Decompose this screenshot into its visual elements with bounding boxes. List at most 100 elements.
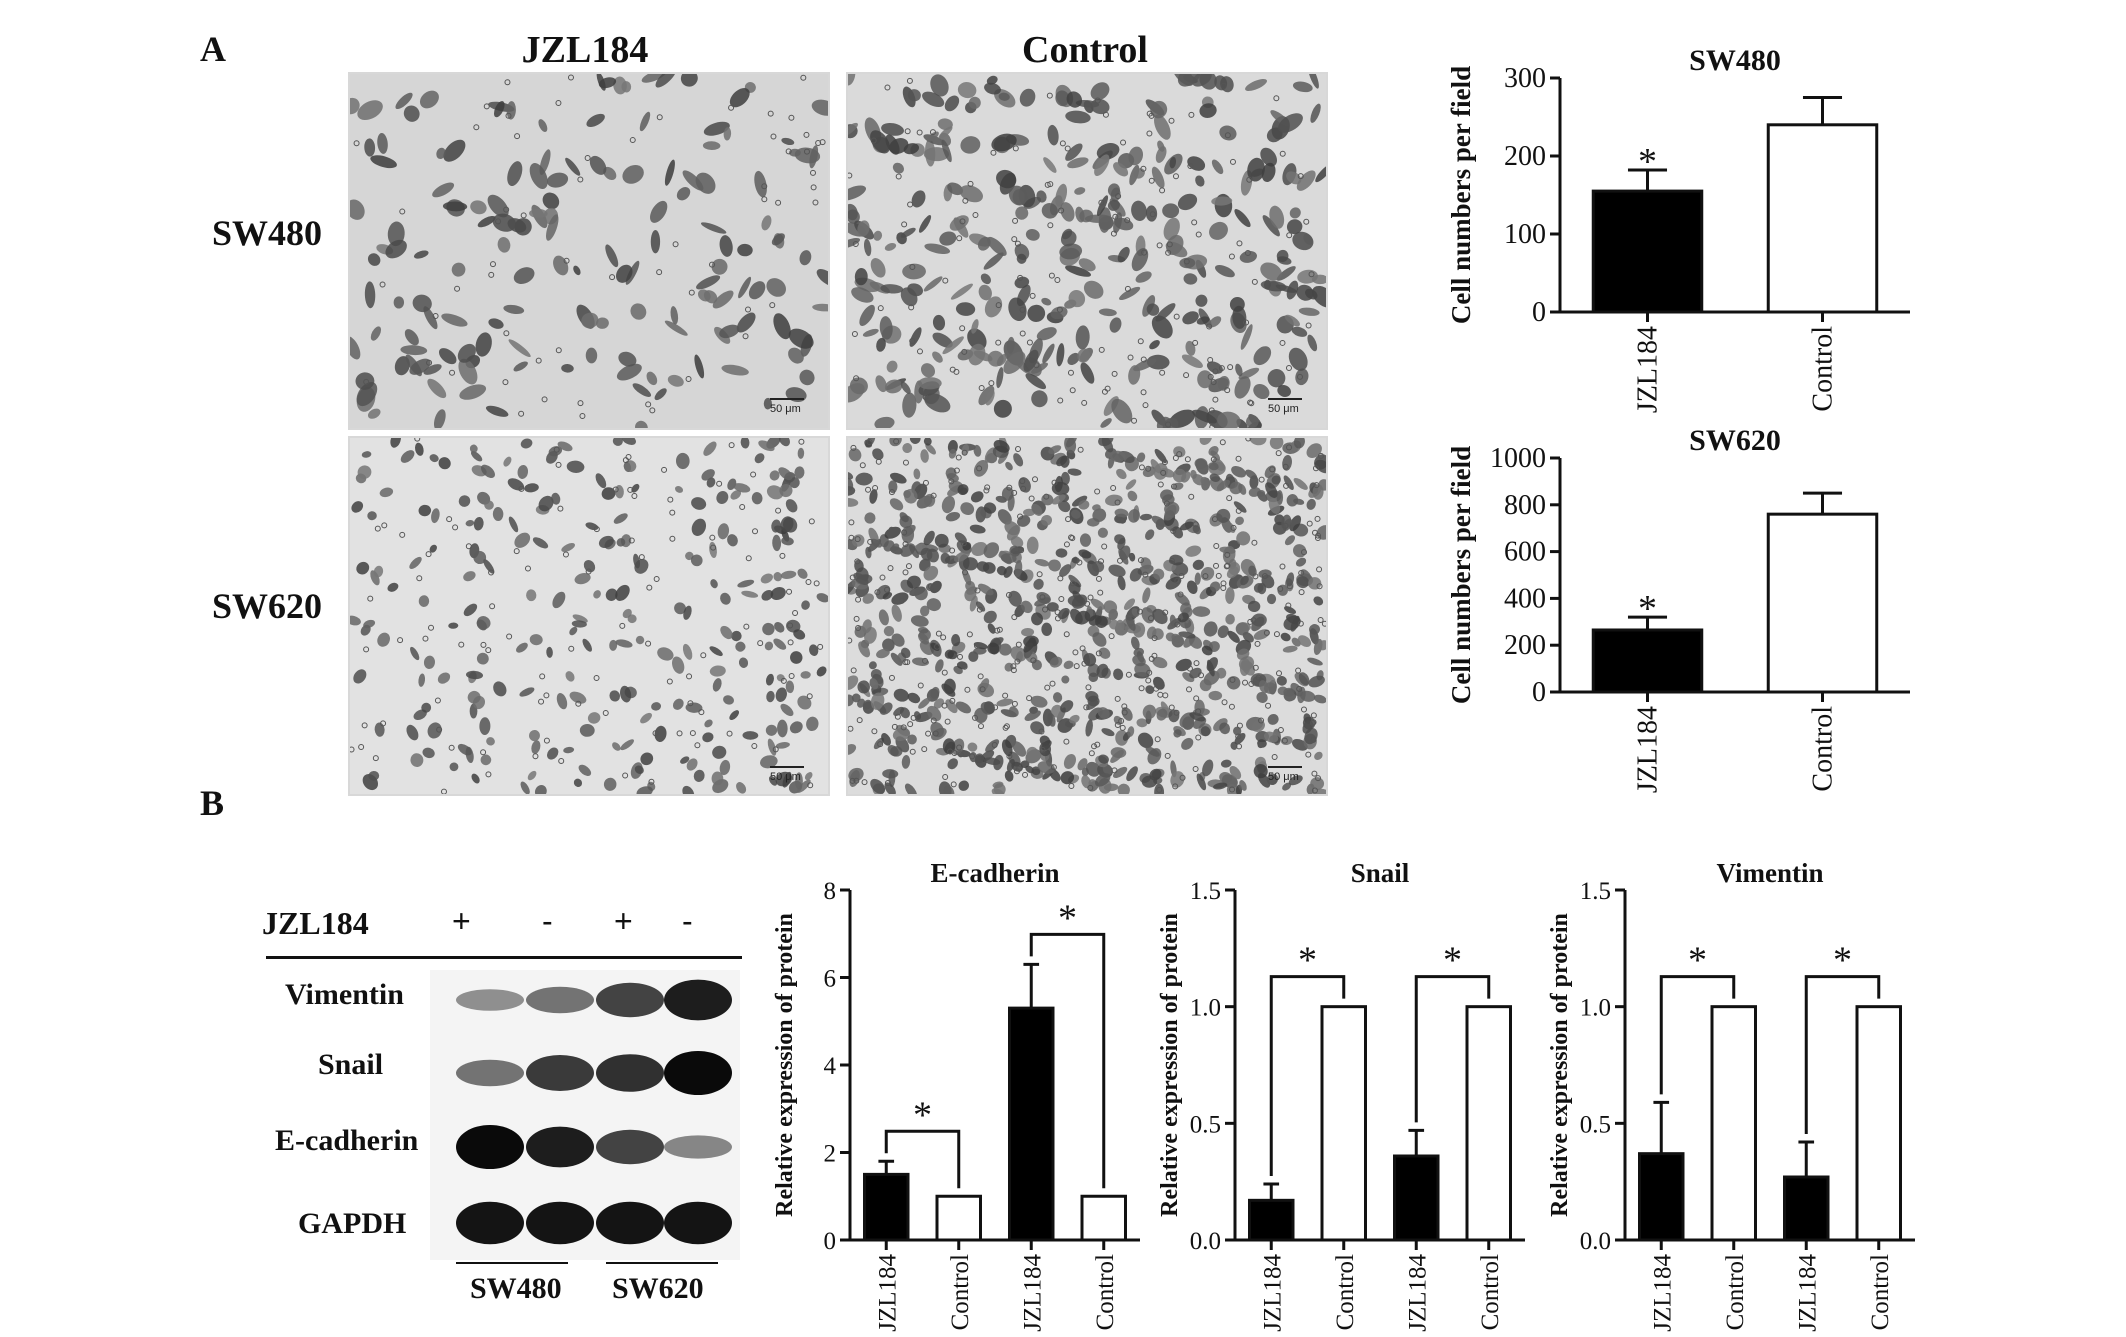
cell	[711, 771, 724, 786]
pore	[1252, 573, 1259, 580]
cell	[779, 483, 793, 498]
pore	[849, 574, 856, 581]
pore	[859, 462, 866, 469]
cell	[507, 161, 523, 187]
cell	[675, 452, 690, 470]
cell	[741, 590, 759, 598]
pore	[1020, 485, 1027, 492]
cell	[1126, 766, 1138, 782]
cell	[1315, 164, 1326, 183]
cell	[913, 468, 921, 480]
cell	[868, 661, 877, 670]
cell	[632, 383, 652, 397]
pore	[861, 779, 868, 786]
cell	[1226, 676, 1241, 690]
cell	[1203, 621, 1218, 637]
pore	[865, 486, 872, 493]
pore	[1146, 669, 1153, 676]
cell	[473, 516, 484, 531]
pore	[1140, 356, 1147, 363]
cell	[379, 487, 394, 498]
pore	[449, 369, 456, 376]
pore	[1174, 621, 1181, 628]
cell	[1229, 765, 1242, 780]
cell	[437, 672, 451, 684]
cell	[1088, 615, 1102, 626]
cell	[1298, 672, 1310, 686]
pore	[1145, 465, 1152, 472]
cell	[776, 674, 785, 682]
cell	[630, 303, 647, 320]
pore	[1179, 774, 1186, 781]
cell	[1263, 731, 1279, 743]
cell	[1192, 559, 1205, 570]
pore	[1277, 585, 1284, 592]
cell	[1282, 454, 1292, 471]
cell	[363, 619, 376, 629]
pore	[922, 394, 929, 401]
cell	[433, 409, 446, 428]
pore	[1141, 249, 1148, 256]
cell	[1142, 704, 1157, 720]
cell	[920, 449, 929, 463]
pore	[1207, 357, 1214, 364]
cell	[738, 276, 752, 299]
pore	[1117, 557, 1124, 564]
cell	[623, 460, 637, 473]
cell	[377, 632, 390, 647]
pore	[972, 714, 979, 721]
pore	[1118, 718, 1125, 725]
cell	[350, 97, 360, 115]
pore	[812, 199, 819, 206]
cell	[1001, 739, 1013, 757]
cell	[585, 347, 598, 364]
pore	[452, 524, 459, 531]
cell	[683, 605, 692, 620]
pore	[1195, 734, 1202, 741]
cell	[1217, 625, 1229, 639]
cell	[1289, 207, 1301, 219]
cell	[680, 74, 698, 87]
pore	[1038, 728, 1045, 735]
pore	[1311, 787, 1318, 794]
cell	[774, 621, 785, 633]
pore	[1303, 218, 1310, 225]
cell	[1253, 346, 1272, 366]
pore	[379, 281, 386, 288]
cell	[1309, 624, 1320, 635]
cell	[355, 372, 375, 390]
cell	[1123, 598, 1136, 610]
cell	[902, 392, 917, 418]
cell	[1155, 146, 1167, 163]
cell	[1240, 324, 1253, 350]
pore	[850, 444, 857, 451]
cell	[1189, 712, 1206, 722]
pore	[1273, 631, 1280, 638]
cell	[459, 384, 487, 400]
pore	[1229, 786, 1236, 793]
pore	[638, 554, 645, 561]
cell	[851, 534, 865, 547]
pore	[887, 565, 894, 572]
pore	[995, 339, 1002, 346]
pore	[956, 744, 963, 751]
cell	[978, 583, 994, 596]
y-tick-label: 8	[824, 878, 837, 905]
pore	[788, 673, 795, 680]
cell	[1186, 580, 1198, 594]
cell	[1077, 758, 1088, 771]
pore	[1252, 664, 1259, 671]
pore	[910, 714, 917, 721]
pore	[909, 337, 916, 344]
cell	[603, 777, 617, 791]
cell	[556, 692, 568, 710]
pore	[1050, 764, 1057, 771]
cell	[448, 622, 459, 629]
cell	[1139, 513, 1153, 521]
cell	[1043, 157, 1057, 173]
bar-control	[1855, 1005, 1902, 1242]
bar-jzl184	[1783, 1175, 1830, 1242]
pore	[628, 537, 635, 544]
cell	[1209, 473, 1221, 482]
